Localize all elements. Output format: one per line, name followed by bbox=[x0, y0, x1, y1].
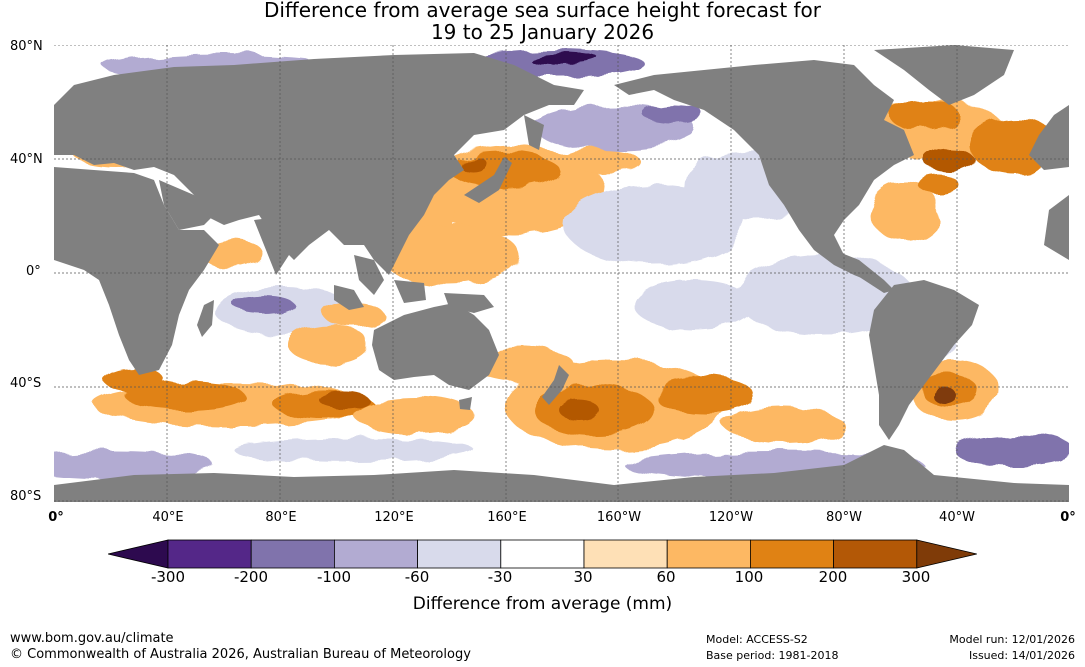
lon-label-0-left: 0° bbox=[48, 510, 64, 525]
colorbar-cell bbox=[167, 539, 252, 569]
land-masses bbox=[54, 45, 1069, 502]
lon-label-40e: 40°E bbox=[152, 510, 184, 525]
colorbar-cell bbox=[250, 539, 335, 569]
colorbar-extend-low bbox=[108, 539, 169, 569]
lat-label-80n: 80°N bbox=[10, 39, 43, 54]
colorbar-tick: -30 bbox=[487, 568, 513, 586]
colorbar-extend-high bbox=[916, 539, 977, 569]
colorbar-cell bbox=[833, 539, 918, 569]
colorbar-tick: 60 bbox=[656, 568, 676, 586]
lon-label-120w: 120°W bbox=[708, 510, 754, 525]
colorbar-tick: -200 bbox=[233, 568, 269, 586]
colorbar-tick: 300 bbox=[901, 568, 931, 586]
footer-base-period: Base period: 1981-2018 bbox=[706, 649, 839, 662]
colorbar-tick: -300 bbox=[150, 568, 186, 586]
map-title-line1: Difference from average sea surface heig… bbox=[263, 0, 822, 22]
lon-label-160w: 160°W bbox=[596, 510, 642, 525]
lon-label-40w: 40°W bbox=[939, 510, 975, 525]
colorbar-tick: 100 bbox=[734, 568, 764, 586]
lat-label-equator: 0° bbox=[26, 264, 41, 279]
lat-label-80s: 80°S bbox=[10, 489, 42, 504]
sea-surface-height-map bbox=[54, 45, 1069, 502]
lat-label-40s: 40°S bbox=[10, 376, 42, 391]
lon-label-80e: 80°E bbox=[265, 510, 297, 525]
colorbar-cell bbox=[666, 539, 751, 569]
lon-label-0-right: 0° bbox=[1060, 510, 1076, 525]
colorbar-cell bbox=[500, 539, 585, 569]
lon-label-120e: 120°E bbox=[374, 510, 414, 525]
footer-url[interactable]: www.bom.gov.au/climate bbox=[10, 631, 174, 646]
colorbar-tick: -100 bbox=[316, 568, 352, 586]
map-title-line2: 19 to 25 January 2026 bbox=[430, 20, 655, 44]
lon-label-80w: 80°W bbox=[826, 510, 862, 525]
footer-model-run: Model run: 12/01/2026 bbox=[949, 633, 1075, 646]
colorbar-cell bbox=[333, 539, 418, 569]
colorbar-cell bbox=[417, 539, 502, 569]
graticule bbox=[54, 45, 1069, 502]
footer-copyright: © Commonwealth of Australia 2026, Austra… bbox=[10, 647, 471, 662]
colorbar-label: Difference from average (mm) bbox=[412, 594, 673, 614]
lon-label-160e: 160°E bbox=[487, 510, 527, 525]
colorbar-tick: 30 bbox=[573, 568, 593, 586]
colorbar bbox=[108, 539, 977, 569]
colorbar-cell bbox=[750, 539, 835, 569]
colorbar-tick: -60 bbox=[404, 568, 430, 586]
colorbar-cell bbox=[583, 539, 668, 569]
footer-issued: Issued: 14/01/2026 bbox=[968, 649, 1075, 662]
lat-label-40n: 40°N bbox=[10, 152, 43, 167]
footer-model: Model: ACCESS-S2 bbox=[706, 633, 808, 646]
colorbar-tick: 200 bbox=[818, 568, 848, 586]
